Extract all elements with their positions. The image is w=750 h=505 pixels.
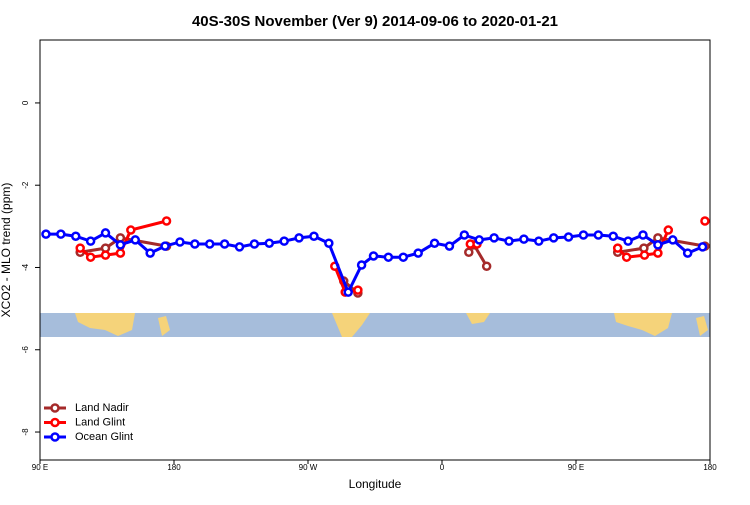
x-tick-label: 180 [167,463,181,472]
data-point [578,230,589,240]
data-point [115,248,126,258]
series-line [617,236,706,254]
y-axis-label: XCO2 - MLO trend (ppm) [0,183,13,318]
data-point [130,235,141,245]
data-point [204,239,215,249]
legend-label: Land Glint [75,416,125,428]
data-point [56,229,66,239]
data-point [115,240,126,250]
data-point [219,239,230,249]
data-point [623,236,633,246]
data-point [464,247,474,258]
data-point [309,231,319,241]
legend-marker [50,417,60,428]
plot-frame [39,39,711,461]
y-tick-label: -4 [21,263,30,271]
data-point [697,242,708,252]
data-point [264,238,275,248]
data-point [190,239,200,249]
data-point [343,287,353,297]
data-point [161,216,172,226]
data-point [621,252,632,262]
data-point [612,243,623,253]
data-point [638,230,648,240]
chart-title: 40S-30S November (Ver 9) 2014-09-06 to 2… [192,13,558,30]
data-point [75,243,85,253]
data-point [368,251,379,261]
data-point [145,248,155,258]
data-point [534,236,544,246]
x-tick-label: 180 [703,463,717,472]
data-point [100,250,111,260]
data-point [356,260,367,270]
x-tick-label: 90 E [32,463,48,472]
x-axis-label: Longitude [349,477,402,491]
x-tick-label: 0 [440,463,445,472]
y-tick-label: -2 [21,181,30,189]
data-point [639,250,650,260]
data-point [489,233,499,243]
data-point [653,240,663,250]
data-point [175,237,185,247]
data-point [444,241,455,251]
data-point [548,233,559,243]
data-point [663,225,674,235]
data-point [519,234,529,244]
data-point [249,239,260,249]
data-point [563,232,574,242]
y-tick-label: -6 [21,346,30,354]
data-point [100,228,111,238]
y-tick-label: -8 [21,428,30,436]
data-point [70,231,81,241]
map-strip [40,313,710,337]
data-point [160,241,170,251]
legend-label: Land Nadir [75,402,129,414]
series-line [79,236,167,254]
data-point [608,231,618,241]
data-point [481,261,492,271]
x-tick-label: 90 W [299,463,318,472]
x-tick-label: 90 E [568,463,584,472]
data-point [126,225,136,235]
data-point [413,248,423,258]
legend-marker [50,432,60,442]
data-point [279,236,289,246]
legend-label: Ocean Glint [75,431,133,443]
data-point [294,233,304,243]
data-point [429,238,440,248]
data-point [324,238,334,248]
data-point [653,248,663,258]
data-point [668,235,678,245]
data-point [41,229,51,239]
data-point [234,242,245,252]
data-point [504,236,514,246]
data-point [459,230,470,240]
y-tick-label: 0 [21,100,30,105]
data-point [700,216,710,226]
data-point [353,285,363,295]
data-point [85,236,96,246]
data-point [474,235,484,245]
data-point [383,252,394,262]
data-point [593,230,604,240]
data-point [682,248,693,258]
legend-marker [50,403,60,413]
data-point [85,252,96,262]
data-point [398,252,409,262]
